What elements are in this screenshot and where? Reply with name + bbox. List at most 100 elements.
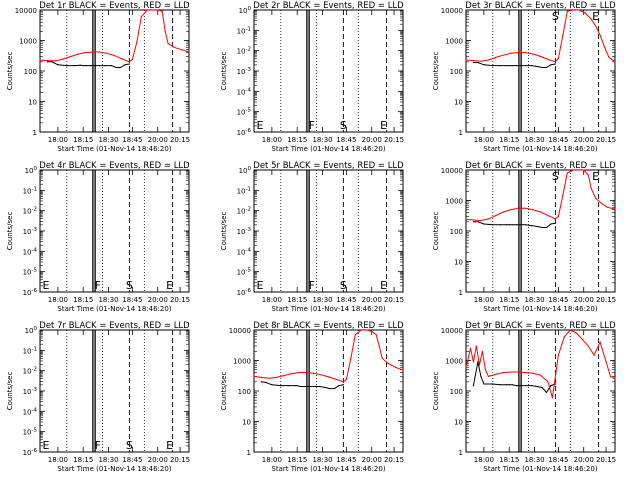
- y-tick-label: 100: [450, 68, 463, 76]
- y-tick-label: 10000: [441, 327, 463, 335]
- y-tick-label: 10: [454, 259, 463, 267]
- data-point: [121, 58, 123, 60]
- data-point: [76, 53, 78, 56]
- x-tick-label: 18:45: [122, 296, 142, 304]
- y-tick-exponent: -2: [246, 47, 251, 53]
- data-point: [614, 378, 616, 380]
- data-point: [517, 52, 519, 54]
- data-point: [525, 65, 527, 67]
- panel-title: Det 7r BLACK = Events, RED = LLD: [39, 321, 190, 331]
- data-point: [595, 197, 597, 199]
- y-tick-label: 10-3: [237, 227, 252, 236]
- data-point: [550, 64, 552, 66]
- data-point: [508, 224, 510, 226]
- x-tick-label: 18:30: [98, 136, 118, 144]
- data-point: [525, 372, 527, 374]
- data-point: [472, 59, 475, 62]
- x-tick-label: 18:15: [499, 136, 519, 144]
- y-tick-label: 10: [242, 419, 251, 427]
- x-tick-label: 20:00: [574, 136, 594, 144]
- data-point: [327, 376, 330, 378]
- data-point: [530, 385, 533, 387]
- x-tick-label: 18:45: [548, 296, 568, 304]
- data-point: [305, 372, 307, 374]
- data-point: [110, 65, 113, 67]
- data-point: [293, 385, 295, 387]
- y-tick-exponent: -3: [32, 227, 38, 233]
- data-point: [539, 55, 542, 58]
- x-tick-label: 20:00: [148, 456, 168, 464]
- y-tick-label: 100: [25, 326, 38, 335]
- y-tick-exponent: -1: [32, 346, 37, 352]
- marker-letter: E: [42, 279, 49, 292]
- data-point: [551, 397, 554, 399]
- data-point: [599, 341, 601, 343]
- x-tick-label: 18:45: [336, 296, 356, 304]
- data-point: [511, 224, 513, 226]
- marker-letter: E: [42, 439, 49, 452]
- data-point: [128, 61, 130, 63]
- data-point: [608, 56, 610, 58]
- x-tick-label: 18:00: [48, 456, 68, 464]
- data-point: [115, 66, 117, 69]
- x-tick-label: 20:15: [384, 136, 404, 144]
- data-point: [342, 381, 344, 383]
- y-tick-exponent: -4: [246, 247, 252, 253]
- y-tick-label: 10-2: [23, 207, 37, 216]
- series-line-events: [473, 221, 556, 228]
- data-point: [173, 46, 175, 48]
- data-point: [554, 383, 557, 385]
- x-tick-label: 18:00: [474, 136, 494, 144]
- marker-letter: E: [592, 10, 599, 23]
- y-tick-label: 10-1: [237, 26, 251, 35]
- data-point: [57, 64, 59, 66]
- data-point: [480, 375, 482, 378]
- data-point: [354, 334, 356, 336]
- data-point: [484, 369, 486, 371]
- y-axis-label: Counts/sec: [432, 372, 440, 411]
- data-point: [603, 46, 606, 48]
- data-point: [587, 345, 589, 347]
- y-tick-label: 10-4: [237, 247, 252, 256]
- data-point: [99, 65, 101, 67]
- data-point: [536, 385, 539, 388]
- x-tick-label: 18:30: [524, 456, 544, 464]
- x-tick-label: 18:45: [548, 136, 568, 144]
- y-tick-label: 1: [247, 449, 251, 457]
- y-tick-label: 10-4: [23, 247, 38, 256]
- marker-letter: S: [552, 170, 559, 183]
- data-point: [46, 61, 49, 63]
- data-point: [283, 374, 285, 377]
- marker-letter: E: [380, 279, 387, 292]
- data-point: [606, 206, 609, 208]
- x-tick-label: 18:30: [312, 136, 332, 144]
- data-point: [161, 10, 163, 12]
- y-tick-label: 100: [238, 388, 251, 396]
- x-tick-label: 18:45: [122, 456, 142, 464]
- panel-title: Det 5r BLACK = Events, RED = LLD: [253, 161, 404, 171]
- x-tick-label: 20:00: [362, 456, 382, 464]
- panel-title: Det 4r BLACK = Events, RED = LLD: [39, 161, 190, 171]
- data-point: [335, 378, 337, 381]
- data-point: [499, 224, 501, 226]
- data-point: [39, 59, 41, 61]
- data-point: [530, 225, 533, 227]
- data-point: [550, 385, 552, 387]
- x-tick-label: 18:30: [312, 296, 332, 304]
- panel-title: Det 9r BLACK = Events, RED = LLD: [465, 321, 616, 331]
- data-point: [492, 224, 494, 226]
- series-line-events: [47, 61, 130, 68]
- data-point: [475, 345, 478, 347]
- data-point: [472, 61, 475, 64]
- data-point: [487, 218, 489, 220]
- series-line-events: [473, 62, 556, 68]
- series-line-lld: [466, 330, 615, 398]
- data-point: [79, 64, 81, 66]
- y-tick-label: 100: [239, 6, 252, 15]
- data-point: [146, 9, 148, 11]
- data-point: [502, 372, 504, 374]
- x-axis-label: Start Time (01-Nov-14 18:46:20): [271, 145, 385, 153]
- data-point: [271, 384, 273, 386]
- data-point: [572, 9, 574, 11]
- data-point: [157, 9, 159, 11]
